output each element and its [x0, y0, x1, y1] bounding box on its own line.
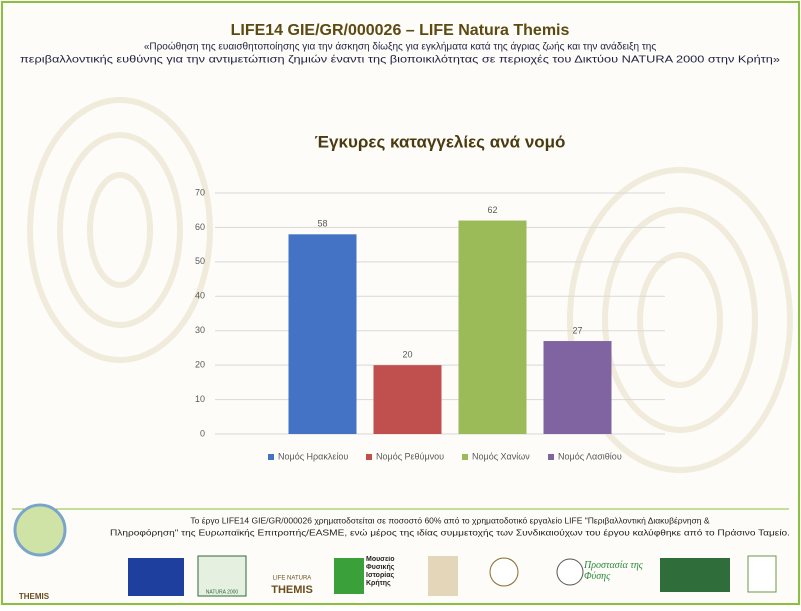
legend-swatch	[548, 454, 554, 460]
logo-crest	[428, 556, 458, 596]
y-tick-label: 40	[195, 291, 205, 301]
logo-seal	[556, 558, 584, 586]
logo-text: LIFE NATURA	[273, 576, 312, 582]
logo-text: Μουσείο Φυσικής Ιστορίας Κρήτης	[366, 556, 395, 587]
y-tick-label: 50	[195, 256, 205, 266]
y-tick-label: 30	[195, 325, 205, 335]
y-tick-label: 20	[195, 360, 205, 370]
subtitle: περιβαλλοντικής ευθύνης για την αντιμετώ…	[20, 54, 781, 66]
data-label: 27	[572, 325, 582, 335]
logo-nhmc	[334, 558, 364, 594]
y-tick-label: 0	[200, 428, 205, 438]
chart: 0 10 20 30 40 50 60 70 58 20 62 27 Νομός Ηρακλείου Νο…	[195, 187, 665, 461]
y-tick-label: 10	[195, 394, 205, 404]
logo-fingerprint	[13, 503, 67, 557]
footer-text: Πληροφόρηση" της Ευρωπαϊκής Επιτροπής/EA…	[110, 527, 790, 537]
logos: THEMIS NATURA 2000 LIFE NATURA THEMIS Μο…	[13, 503, 777, 601]
logo-text: THEMIS	[271, 584, 313, 596]
y-tick-label: 70	[195, 187, 205, 197]
slide-title: LIFE14 GIE/GR/000026 – LIFE Natura Themi…	[231, 22, 570, 39]
logo-seal	[489, 557, 519, 587]
bar	[373, 365, 442, 434]
data-label: 58	[317, 219, 327, 229]
logo-ministry	[660, 558, 730, 592]
logo-text: NATURA 2000	[206, 589, 239, 595]
legend-label: Νομός Ηρακλείου	[278, 451, 348, 461]
logo-eu	[128, 558, 184, 596]
logo-label: Προστασία της Φύσης	[584, 560, 643, 582]
bar	[288, 234, 357, 434]
data-label: 20	[402, 350, 412, 360]
bar	[543, 341, 612, 434]
logo-label: Μουσείο Φυσικής Ιστορίας Κρήτης	[366, 556, 395, 587]
legend-swatch	[268, 454, 274, 460]
logo-text: Προστασία της Φύσης	[584, 560, 643, 582]
footer-text: Το έργο LIFE14 GIE/GR/000026 χρηματοδοτε…	[190, 515, 709, 525]
legend-swatch	[366, 454, 372, 460]
data-label: 62	[487, 205, 497, 215]
chart-title: Έγκυρες καταγγελίες ανά νομό	[315, 132, 566, 151]
legend-label: Νομός Χανίων	[472, 451, 530, 461]
legend-label: Νομός Λασιθίου	[558, 451, 622, 461]
subtitle: «Προώθηση της ευαισθητοποίησης για την ά…	[144, 41, 657, 53]
y-tick-label: 60	[195, 222, 205, 232]
logo-natura	[197, 555, 247, 597]
bar	[458, 220, 527, 434]
legend-label: Νομός Ρεθύμνου	[376, 451, 444, 461]
legend-swatch	[462, 454, 468, 460]
logo-text: THEMIS	[19, 592, 50, 601]
logo-green-fund	[747, 555, 777, 593]
fingerprint-decor	[27, 97, 793, 473]
